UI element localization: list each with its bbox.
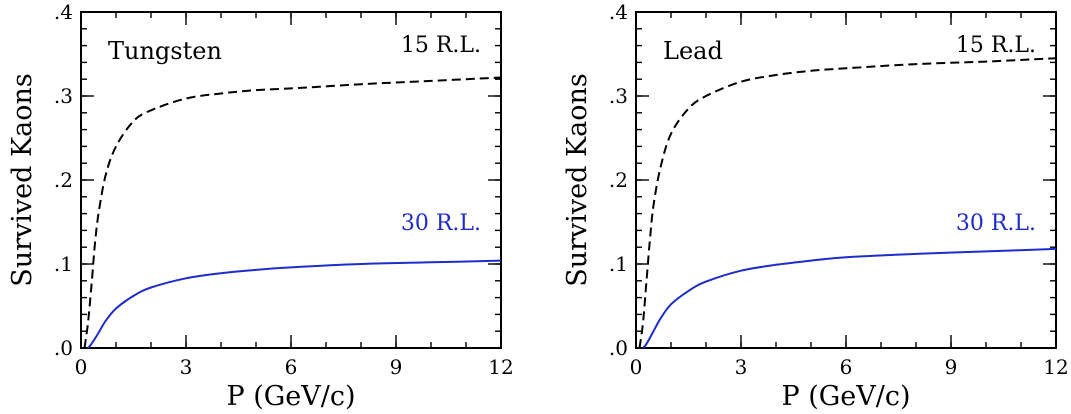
chart-panel-lead: 0 3 6 9 12 .0 .1 .2 .3 .4 P (GeV/c) Survived Kaons L… [562, 0, 1069, 412]
y-tick-label: .3 [609, 84, 628, 108]
x-tick-label: 6 [840, 355, 853, 379]
y-axis-label: Survived Kaons [7, 73, 38, 287]
series-label-15rl: 15 R.L. [401, 33, 481, 58]
y-tick-label: .1 [609, 252, 628, 276]
series-line-30rl [642, 247, 1057, 349]
x-tick-label: 9 [945, 355, 958, 379]
x-tick-label: 3 [180, 355, 193, 379]
series-label-30rl: 30 R.L. [956, 211, 1036, 236]
chart-panel-tungsten: 0 3 6 9 12 .0 .1 .2 .3 .4 P (GeV/c) Survived Kaons T… [7, 0, 514, 412]
series-line-30rl [87, 259, 502, 349]
y-tick-label: .4 [609, 0, 628, 24]
y-tick-label: .1 [54, 252, 73, 276]
series-line-15rl [83, 76, 502, 349]
series-label-30rl: 30 R.L. [401, 211, 481, 236]
panel-label: Lead [663, 37, 723, 65]
panel-label: Tungsten [108, 37, 222, 65]
series-label-15rl: 15 R.L. [956, 33, 1036, 58]
y-tick-label: .0 [54, 336, 73, 360]
x-tick-label: 3 [735, 355, 748, 379]
x-axis-label: P (GeV/c) [781, 381, 910, 412]
x-tick-label: 0 [630, 355, 643, 379]
x-tick-label: 0 [75, 355, 88, 379]
x-axis-label: P (GeV/c) [226, 381, 355, 412]
series-line-15rl [638, 57, 1057, 349]
y-tick-label: .2 [609, 168, 628, 192]
y-tick-label: .2 [54, 168, 73, 192]
y-tick-label: .0 [609, 336, 628, 360]
y-tick-label: .4 [54, 0, 73, 24]
y-tick-label: .3 [54, 84, 73, 108]
x-tick-label: 9 [390, 355, 403, 379]
x-tick-label: 12 [1043, 355, 1068, 379]
x-tick-label: 12 [488, 355, 513, 379]
x-tick-label: 6 [285, 355, 298, 379]
y-axis-label: Survived Kaons [562, 73, 593, 287]
